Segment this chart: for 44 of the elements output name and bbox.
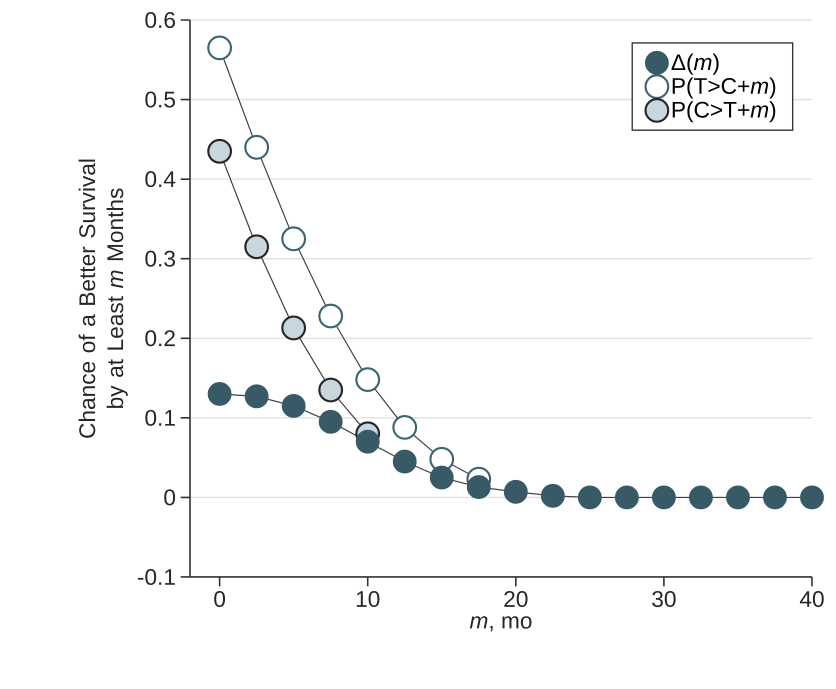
legend-label: Δ(m) — [672, 54, 719, 75]
point — [726, 485, 750, 510]
point — [578, 485, 602, 510]
y-tick-label: 0 — [164, 489, 176, 506]
point — [207, 35, 232, 60]
point — [430, 466, 454, 490]
point — [282, 394, 306, 418]
y-tick-label: -0.1 — [138, 568, 175, 586]
point — [318, 304, 344, 328]
x-tick-label: 30 — [652, 591, 676, 608]
point — [318, 410, 343, 434]
y-tick-label: 0.2 — [145, 330, 175, 346]
point — [355, 367, 380, 392]
point — [800, 485, 824, 510]
point — [392, 414, 418, 440]
point — [356, 430, 380, 454]
y-tick-label: 0.1 — [145, 410, 175, 426]
point — [540, 484, 565, 508]
point — [281, 226, 306, 252]
y-tick-label: 0.5 — [145, 92, 175, 108]
point — [763, 485, 787, 510]
point — [281, 316, 306, 340]
point — [207, 138, 232, 164]
x-axis-title: m, mo — [470, 616, 532, 632]
point — [466, 475, 491, 500]
point — [244, 234, 270, 260]
y-tick-label: 0.3 — [145, 250, 175, 267]
point — [392, 450, 417, 474]
legend-label: P(C>T+m) — [672, 101, 776, 122]
x-tick-label: 40 — [800, 591, 824, 608]
y-tick-label: 0.6 — [145, 12, 175, 28]
point — [614, 485, 639, 510]
x-tick-label: 10 — [356, 591, 380, 608]
y-tick-label: 0.4 — [145, 171, 176, 188]
point — [208, 382, 232, 406]
x-tick-label: 0 — [214, 591, 226, 608]
point — [688, 485, 713, 510]
point — [244, 134, 270, 160]
point — [318, 378, 344, 402]
legend-label: P(T>C+m) — [672, 77, 776, 98]
point — [504, 480, 528, 504]
point — [244, 384, 269, 408]
x-tick-label: 20 — [504, 591, 528, 608]
point — [652, 485, 676, 510]
